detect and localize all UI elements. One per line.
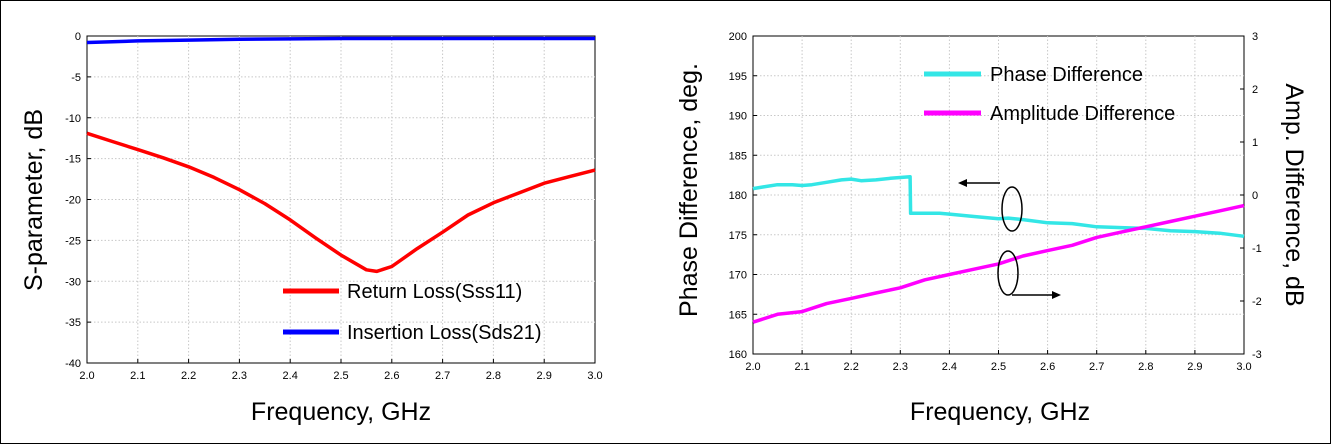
x-tick-label: 2.2 [181, 370, 196, 382]
y2-tick-label: -3 [1252, 349, 1262, 361]
y2-ticks-right: 3 2 1 0 -1 -2 -3 [1240, 31, 1262, 361]
arrowhead-right [1052, 291, 1061, 299]
y-tick-label: -25 [65, 235, 81, 247]
y-tick-label: -35 [65, 317, 81, 329]
y-ticks-right: 200 195 190 185 180 175 170 165 160 [729, 31, 757, 361]
x-tick-label: 2.8 [486, 370, 501, 382]
y2-tick-label: 0 [1252, 190, 1258, 202]
y-tick-label: 190 [729, 111, 747, 123]
x-tick-label: 3.0 [1236, 361, 1251, 373]
x-tick-label: 2.4 [283, 370, 298, 382]
y-tick-label: -15 [65, 154, 81, 166]
x-ticks-left: 2.0 2.1 2.2 2.3 2.4 2.5 2.6 2.7 2.8 2.9 3.0 [79, 359, 603, 382]
chart-phase-amplitude: 2.0 2.1 2.2 2.3 2.4 2.5 2.6 2.7 2.8 2.9 3.0 200 195… [675, 31, 1308, 426]
chart-s-parameters: 2.0 2.1 2.2 2.3 2.4 2.5 2.6 2.7 2.8 2.9 3.0 0 -5 -10… [20, 31, 603, 426]
x-ticks-right: 2.0 2.1 2.2 2.3 2.4 2.5 2.6 2.7 2.8 2.9 3.0 [745, 350, 1252, 373]
x-tick-label: 2.0 [79, 370, 94, 382]
y2-tick-label: 2 [1252, 84, 1258, 96]
y-tick-label: 185 [729, 150, 747, 162]
x-tick-label: 2.4 [942, 361, 957, 373]
x-tick-label: 2.7 [1089, 361, 1104, 373]
x-tick-label: 2.2 [844, 361, 859, 373]
y-ticks-left: 0 -5 -10 -15 -20 -25 -30 -35 -40 [65, 31, 91, 370]
y-tick-label: 165 [729, 309, 747, 321]
x-tick-label: 2.3 [893, 361, 908, 373]
y-tick-label: -5 [71, 72, 81, 84]
legend-label-phase-difference: Phase Difference [990, 64, 1143, 86]
legend-label-insertion-loss: Insertion Loss(Sds21) [347, 322, 542, 344]
y2-tick-label: -1 [1252, 243, 1262, 255]
x-tick-label: 2.6 [1040, 361, 1055, 373]
legend-left: Return Loss(Sss11) Insertion Loss(Sds21) [283, 281, 542, 344]
x-axis-title-right: Frequency, GHz [910, 398, 1090, 426]
y2-tick-label: 1 [1252, 137, 1258, 149]
x-tick-label: 3.0 [587, 370, 602, 382]
series-line-return-loss-sss11 [86, 131, 596, 274]
y-tick-label: 170 [729, 270, 747, 282]
ellipse-amplitude [997, 250, 1019, 296]
y-tick-label: -30 [65, 276, 81, 288]
legend-label-return-loss: Return Loss(Sss11) [347, 281, 522, 303]
y-tick-label: -20 [65, 195, 81, 207]
x-tick-label: 2.5 [333, 370, 348, 382]
y-axis-title-right: Phase Difference, deg. [675, 63, 703, 317]
x-tick-label: 2.1 [130, 370, 145, 382]
y-axis-title-left: S-parameter, dB [20, 109, 48, 291]
y-tick-label: 160 [729, 349, 747, 361]
series-line-insertion-loss-sds21 [86, 36, 595, 45]
y-tick-label: -10 [65, 113, 81, 125]
legend-label-amplitude-difference: Amplitude Difference [990, 103, 1175, 125]
y2-tick-label: -2 [1252, 296, 1262, 308]
x-tick-label: 2.1 [794, 361, 809, 373]
y-tick-label: 200 [729, 31, 747, 43]
x-tick-label: 2.5 [991, 361, 1006, 373]
series-left [86, 36, 596, 274]
y2-axis-title-right: Amp. Difference, dB [1280, 83, 1308, 306]
grid-left [87, 36, 595, 363]
x-tick-label: 2.8 [1138, 361, 1153, 373]
y-tick-label: 180 [729, 190, 747, 202]
annotation-arrows [958, 179, 1061, 299]
x-tick-label: 2.7 [435, 370, 450, 382]
series-line-phase-difference [752, 174, 1245, 239]
x-tick-label: 2.0 [745, 361, 760, 373]
y-tick-label: 0 [75, 31, 81, 43]
arrowhead-left [958, 179, 967, 187]
x-tick-label: 2.9 [1187, 361, 1202, 373]
x-tick-label: 2.3 [232, 370, 247, 382]
y-tick-label: 195 [729, 71, 747, 83]
x-tick-label: 2.9 [537, 370, 552, 382]
x-tick-label: 2.6 [384, 370, 399, 382]
x-axis-title-left: Frequency, GHz [251, 398, 431, 426]
y-tick-label: 175 [729, 230, 747, 242]
y2-tick-label: 3 [1252, 31, 1258, 43]
ellipse-phase [1001, 186, 1023, 232]
legend-right: Phase Difference Amplitude Difference [924, 64, 1175, 125]
y-tick-label: -40 [65, 358, 81, 370]
